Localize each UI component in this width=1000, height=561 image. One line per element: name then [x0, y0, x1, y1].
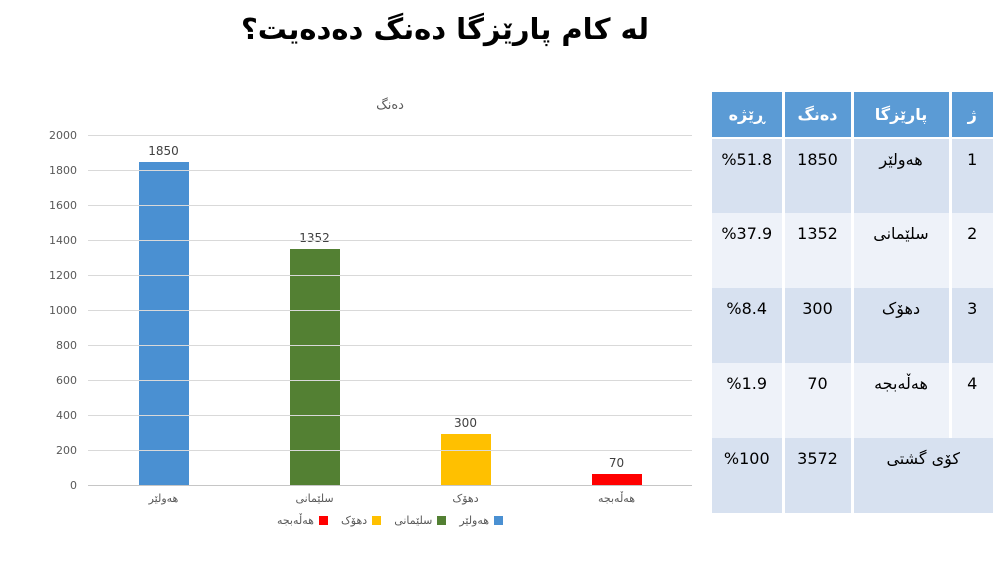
cell-no: 4	[948, 363, 993, 438]
legend-label: سلێمانی	[394, 514, 433, 527]
bar: 300	[440, 416, 491, 486]
bar-slot: 1352	[239, 136, 390, 486]
cell-no: 1	[948, 138, 993, 213]
y-axis-tick-label: 2000	[49, 129, 77, 142]
gridline	[88, 345, 692, 346]
table-row: 4 هەڵەبجە 70 %1.9	[712, 363, 993, 438]
y-axis-tick-label: 1400	[49, 234, 77, 247]
x-axis-line	[88, 485, 692, 486]
cell-total-votes: 3572	[781, 438, 852, 513]
legend-swatch-icon	[437, 516, 447, 525]
table-total-row: کۆی گشتی 3572 %100	[712, 438, 993, 513]
legend-item: سلێمانی	[394, 514, 447, 527]
results-table: ژ پارێزگا دەنگ ڕێژە 1 هەولێر 1850 %51.8 …	[712, 92, 993, 513]
bar-value-label: 300	[454, 415, 477, 430]
gridline	[88, 240, 692, 241]
bar-slot: 70	[541, 136, 692, 486]
gridline	[88, 310, 692, 311]
gridline	[88, 205, 692, 206]
chart-title: دەنگ	[376, 98, 404, 113]
legend-item: هەولێر	[459, 514, 504, 527]
legend-item: دهۆک	[340, 514, 382, 527]
table-row: 1 هەولێر 1850 %51.8	[712, 138, 993, 213]
table-row: 2 سلێمانی 1352 %37.9	[712, 213, 993, 288]
header-province: پارێزگا	[850, 92, 950, 139]
y-axis-tick-label: 400	[56, 409, 77, 422]
header-no: ژ	[948, 92, 993, 139]
bar: 1850	[138, 144, 189, 486]
gridline	[88, 450, 692, 451]
x-axis-category-label: دهۆک	[452, 492, 479, 505]
cell-votes: 1352	[781, 213, 852, 288]
bar-slot: 300	[390, 136, 541, 486]
bar-value-label: 70	[608, 455, 625, 470]
bar-value-label: 1850	[148, 144, 179, 159]
results-table-container: ژ پارێزگا دەنگ ڕێژە 1 هەولێر 1850 %51.8 …	[712, 92, 993, 513]
cell-province: سلێمانی	[850, 213, 950, 288]
bar: 1352	[289, 231, 340, 486]
y-axis-tick-label: 1000	[49, 304, 77, 317]
legend-label: هەڵەبجە	[276, 514, 314, 527]
x-axis-labels: هەولێر سلێمانی دهۆک هەڵەبجە	[88, 492, 692, 505]
cell-votes: 70	[781, 363, 852, 438]
page-title: لە کام پارێزگا دەنگ دەدەیت؟	[240, 12, 650, 46]
gridline	[88, 415, 692, 416]
cell-percent: %37.9	[712, 213, 783, 288]
cell-percent: %8.4	[712, 288, 783, 363]
gridline	[88, 380, 692, 381]
y-axis-tick-label: 800	[56, 339, 77, 352]
cell-percent: %1.9	[712, 363, 783, 438]
cell-total-percent: %100	[712, 438, 783, 513]
y-axis-tick-label: 1600	[49, 199, 77, 212]
y-axis-tick-label: 600	[56, 374, 77, 387]
table-row: 3 دهۆک 300 %8.4	[712, 288, 993, 363]
cell-total-label: کۆی گشتی	[850, 438, 993, 513]
gridline	[88, 170, 692, 171]
bar-value-label: 1352	[299, 231, 330, 246]
bar-chart: دەنگ 0 200 400 600 800 1000 1200 1400 1600 1800 20…	[40, 88, 700, 540]
x-axis-category-label: سلێمانی	[295, 492, 334, 505]
legend-swatch-icon	[318, 516, 328, 525]
cell-province: هەڵەبجە	[850, 363, 950, 438]
x-axis-category-label: هەڵەبجە	[597, 492, 635, 505]
plot-area: 1850 1352 300 70	[88, 135, 692, 486]
gridline	[88, 275, 692, 276]
bars: 1850 1352 300 70	[88, 136, 692, 486]
legend-label: دهۆک	[340, 514, 368, 527]
y-axis-tick-label: 0	[70, 479, 77, 492]
cell-province: هەولێر	[850, 138, 950, 213]
table-header-row: ژ پارێزگا دەنگ ڕێژە	[712, 92, 993, 139]
cell-votes: 1850	[781, 138, 852, 213]
bar: 70	[591, 456, 642, 486]
cell-no: 2	[948, 213, 993, 288]
header-votes: دەنگ	[781, 92, 852, 139]
bar-slot: 1850	[88, 136, 239, 486]
legend-label: هەولێر	[459, 514, 490, 527]
y-axis-tick-label: 1200	[49, 269, 77, 282]
y-axis-tick-label: 1800	[49, 164, 77, 177]
cell-percent: %51.8	[712, 138, 783, 213]
chart-legend: هەولێر سلێمانی دهۆک هەڵەبجە	[88, 514, 692, 527]
cell-votes: 300	[781, 288, 852, 363]
y-axis-labels: 0 200 400 600 800 1000 1200 1400 1600 1800 2000	[40, 88, 77, 540]
cell-province: دهۆک	[850, 288, 950, 363]
x-axis-category-label: هەولێر	[148, 492, 179, 505]
cell-no: 3	[948, 288, 993, 363]
legend-swatch-icon	[372, 516, 382, 525]
legend-swatch-icon	[494, 516, 504, 525]
y-axis-tick-label: 200	[56, 444, 77, 457]
header-percent: ڕێژە	[712, 92, 783, 139]
gridline	[88, 135, 692, 136]
legend-item: هەڵەبجە	[277, 514, 328, 527]
